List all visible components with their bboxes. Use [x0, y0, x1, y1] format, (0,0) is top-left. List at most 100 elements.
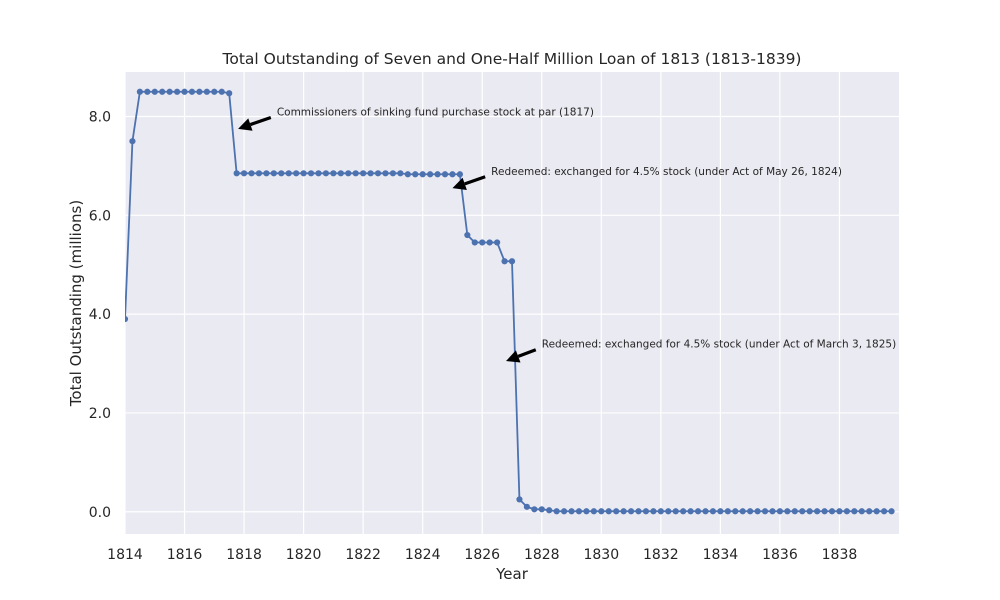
- data-point: [240, 170, 248, 177]
- y-tick-label: 8.0: [89, 109, 111, 125]
- data-point: [367, 170, 374, 177]
- y-tick-label: 2.0: [89, 406, 111, 422]
- data-point: [627, 508, 635, 515]
- data-point: [791, 508, 798, 515]
- data-point: [159, 88, 166, 95]
- data-point: [814, 508, 821, 515]
- data-point: [374, 170, 382, 177]
- data-point: [739, 508, 746, 515]
- data-point: [456, 171, 464, 178]
- x-tick-label: 1818: [226, 547, 262, 563]
- x-tick-label: 1838: [822, 547, 858, 563]
- data-point: [732, 508, 739, 515]
- data-point: [851, 508, 858, 515]
- data-point: [315, 170, 322, 177]
- data-point: [724, 508, 731, 515]
- x-tick-label: 1816: [167, 547, 203, 563]
- x-tick-label: 1814: [107, 547, 143, 563]
- data-point: [665, 508, 672, 515]
- annotation-arrow-shaft: [464, 175, 486, 186]
- data-point: [828, 508, 836, 515]
- data-point: [270, 170, 277, 177]
- data-point: [218, 88, 225, 95]
- x-axis-label: Year: [495, 565, 529, 583]
- data-point: [888, 508, 895, 515]
- data-point: [293, 170, 300, 177]
- annotation-arrow-head: [506, 350, 521, 363]
- data-point: [226, 90, 233, 97]
- x-tick-label: 1828: [524, 547, 560, 563]
- y-tick-label: 6.0: [89, 208, 111, 224]
- data-point: [672, 508, 679, 515]
- data-point: [352, 170, 359, 177]
- data-point: [799, 508, 806, 515]
- data-point: [717, 508, 724, 515]
- data-point: [136, 88, 143, 95]
- annotation-label: Commissioners of sinking fund purchase s…: [277, 106, 594, 118]
- data-point: [345, 170, 352, 177]
- annotations-group: Commissioners of sinking fund purchase s…: [238, 106, 896, 363]
- data-point: [330, 170, 337, 177]
- data-point: [702, 508, 709, 515]
- annotation-arrow-shaft: [517, 348, 537, 358]
- data-point: [464, 231, 471, 239]
- x-tick-label: 1834: [703, 547, 739, 563]
- y-tick-label: 0.0: [89, 505, 111, 521]
- data-point: [188, 88, 196, 95]
- annotation-arrow-head: [238, 118, 253, 131]
- data-point: [397, 170, 404, 177]
- data-point: [613, 508, 620, 515]
- data-point: [694, 508, 702, 515]
- data-point: [635, 508, 642, 515]
- data-point: [151, 88, 158, 95]
- data-point: [129, 138, 136, 145]
- data-point: [709, 508, 717, 515]
- data-point: [479, 239, 486, 246]
- data-point: [605, 508, 612, 515]
- data-point: [322, 170, 330, 177]
- data-point: [211, 88, 218, 95]
- data-point: [203, 88, 210, 95]
- data-point: [821, 508, 828, 515]
- plot-background: [125, 72, 899, 534]
- data-point: [248, 170, 255, 177]
- data-point: [650, 508, 657, 515]
- data-point: [419, 171, 426, 178]
- data-point: [620, 508, 627, 515]
- x-tick-label: 1824: [405, 547, 441, 563]
- data-point: [181, 88, 188, 95]
- data-point: [337, 170, 344, 177]
- x-tick-label: 1826: [464, 547, 500, 563]
- data-point: [769, 508, 776, 515]
- data-point: [687, 508, 694, 515]
- data-point: [568, 508, 575, 515]
- data-point: [486, 239, 493, 246]
- x-tick-label: 1820: [286, 547, 322, 563]
- data-point: [873, 508, 880, 515]
- data-point: [538, 506, 545, 513]
- data-point: [531, 506, 538, 513]
- data-point: [747, 508, 754, 515]
- data-point: [404, 171, 411, 178]
- x-tick-label: 1822: [345, 547, 381, 563]
- data-point: [784, 508, 791, 515]
- data-point: [427, 171, 434, 178]
- data-point: [434, 171, 441, 178]
- data-point: [285, 170, 292, 177]
- data-point: [501, 258, 508, 265]
- data-point: [166, 88, 173, 95]
- x-axis-ticks: 1814 1816 1818 1820 1822 1824 1826 1828 1830 1832…: [107, 547, 857, 563]
- data-point: [843, 508, 851, 515]
- data-point: [233, 170, 240, 177]
- data-point: [412, 171, 419, 178]
- data-point: [307, 170, 315, 177]
- data-point: [680, 508, 687, 515]
- data-point: [858, 508, 865, 515]
- data-point: [761, 508, 769, 515]
- data-point: [657, 508, 664, 515]
- data-point: [836, 508, 843, 515]
- data-point: [389, 170, 397, 177]
- data-point: [196, 88, 203, 95]
- data-point: [806, 508, 813, 515]
